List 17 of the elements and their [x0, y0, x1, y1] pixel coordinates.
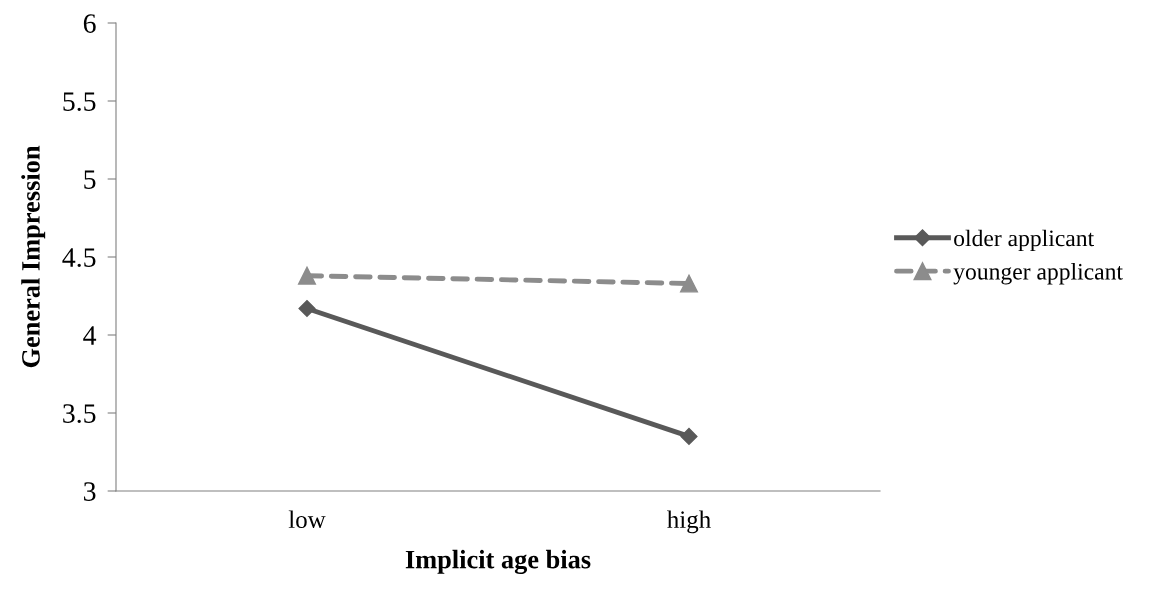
- legend-label: older applicant: [954, 229, 1095, 252]
- point: [298, 299, 316, 318]
- y-tick-label: 6: [83, 14, 96, 33]
- x-axis-title: Implicit age bias: [405, 549, 591, 574]
- y-axis-title: General Impression: [21, 145, 46, 368]
- y-tick-label: 3: [83, 482, 96, 501]
- y-tick-label: 5: [84, 170, 96, 189]
- y-tick-label: 3.5: [63, 404, 96, 424]
- point: [297, 266, 317, 285]
- x-tick-label: low: [288, 510, 326, 529]
- y-tick-label: 5.5: [63, 92, 96, 112]
- point: [679, 274, 699, 293]
- y-tick-label: 4: [83, 326, 97, 345]
- y-tick-label: 4.5: [62, 248, 96, 268]
- legend-label: younger applicant: [953, 263, 1123, 285]
- x-tick-label: high: [667, 510, 711, 534]
- point: [680, 427, 698, 445]
